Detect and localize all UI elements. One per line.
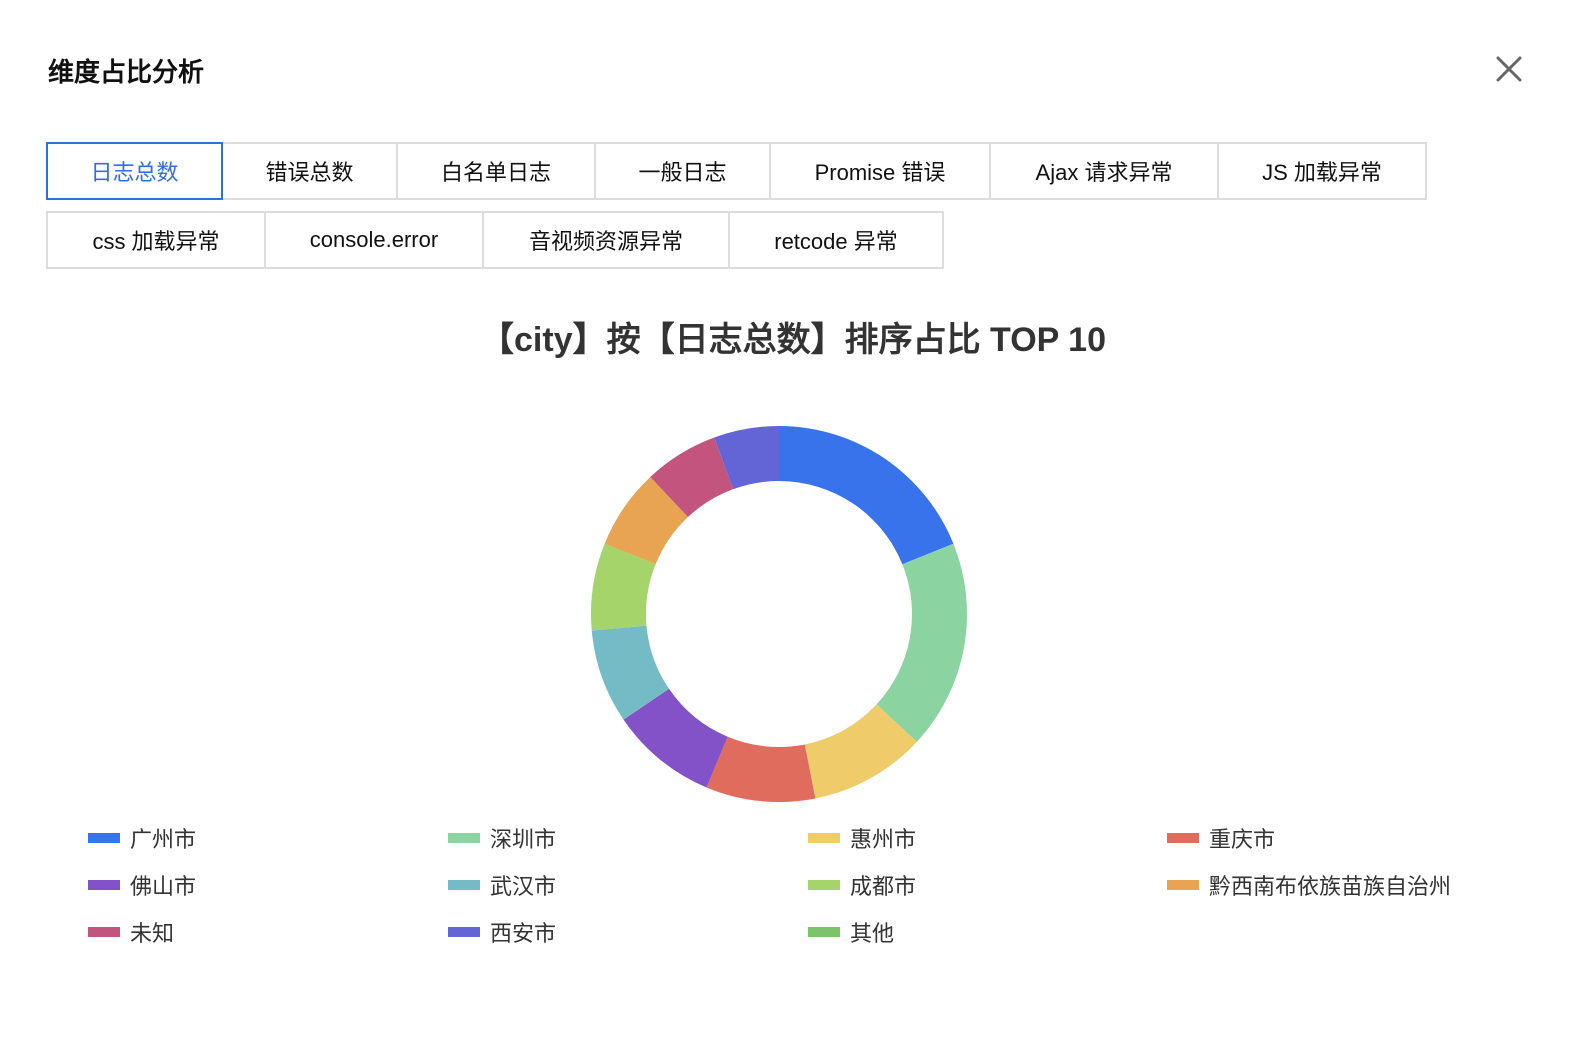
legend-item[interactable]: 广州市 [88, 824, 448, 852]
legend-item[interactable]: 武汉市 [448, 871, 808, 899]
legend-swatch [808, 927, 840, 937]
legend-label: 惠州市 [850, 827, 917, 852]
donut-slice-6[interactable] [591, 543, 656, 631]
legend-label: 武汉市 [490, 874, 557, 899]
tab-row-2: css 加载异常 console.error 音视频资源异常 retcode 异… [46, 211, 944, 269]
legend-item[interactable]: 其他 [808, 918, 1167, 946]
tab-whitelist-log[interactable]: 白名单日志 [396, 142, 596, 200]
donut-slice-5[interactable] [591, 625, 669, 720]
close-icon[interactable] [1492, 52, 1526, 86]
legend-label: 广州市 [130, 827, 197, 852]
legend-label: 未知 [130, 921, 175, 946]
legend-item[interactable]: 未知 [88, 918, 448, 946]
tab-error-total[interactable]: 错误总数 [221, 142, 398, 200]
donut-slice-0[interactable] [779, 426, 954, 565]
tab-general-log[interactable]: 一般日志 [594, 142, 771, 200]
donut-slice-7[interactable] [604, 476, 688, 565]
tab-promise-error[interactable]: Promise 错误 [769, 142, 991, 200]
legend-item[interactable]: 重庆市 [1167, 824, 1527, 852]
dialog-title: 维度占比分析 [48, 57, 205, 87]
donut-slice-8[interactable] [650, 437, 734, 518]
chart-title: 【city】按【日志总数】排序占比 TOP 10 [480, 321, 1106, 359]
legend-swatch [448, 927, 480, 937]
legend-swatch [1167, 833, 1199, 843]
chart-legend: 广州市 深圳市 惠州市 重庆市佛山市 武汉市 成都市 黔西南布依族苗族自治州未知 西安市 其他 [88, 824, 1528, 946]
legend-swatch [1167, 880, 1199, 890]
tab-log-total[interactable]: 日志总数 [46, 142, 223, 200]
legend-item[interactable]: 惠州市 [808, 824, 1167, 852]
tab-console-error[interactable]: console.error [264, 211, 484, 269]
legend-swatch [88, 880, 120, 890]
tab-media-error[interactable]: 音视频资源异常 [482, 211, 730, 269]
legend-swatch [88, 927, 120, 937]
legend-item[interactable]: 深圳市 [448, 824, 808, 852]
legend-item[interactable]: 西安市 [448, 918, 808, 946]
legend-swatch [808, 833, 840, 843]
legend-swatch [448, 833, 480, 843]
legend-label: 其他 [850, 921, 895, 946]
legend-label: 黔西南布依族苗族自治州 [1209, 874, 1452, 899]
donut-slice-2[interactable] [804, 704, 917, 799]
tab-retcode-error[interactable]: retcode 异常 [728, 211, 944, 269]
legend-label: 深圳市 [490, 827, 557, 852]
legend-item[interactable]: 成都市 [808, 871, 1167, 899]
legend-label: 重庆市 [1209, 827, 1276, 852]
tab-row-1: 日志总数 错误总数 白名单日志 一般日志 Promise 错误 Ajax 请求异… [46, 142, 1427, 200]
legend-label: 西安市 [490, 921, 557, 946]
donut-slice-9[interactable] [714, 426, 779, 490]
legend-item[interactable]: 佛山市 [88, 871, 448, 899]
tab-ajax-error[interactable]: Ajax 请求异常 [989, 142, 1219, 200]
legend-swatch [808, 880, 840, 890]
legend-label: 佛山市 [130, 874, 197, 899]
legend-item[interactable]: 黔西南布依族苗族自治州 [1167, 871, 1527, 899]
legend-swatch [88, 833, 120, 843]
legend-swatch [448, 880, 480, 890]
tab-css-load-error[interactable]: css 加载异常 [46, 211, 266, 269]
donut-slice-1[interactable] [876, 543, 967, 742]
legend-label: 成都市 [850, 874, 917, 899]
donut-slice-4[interactable] [623, 688, 728, 788]
tab-js-load-error[interactable]: JS 加载异常 [1217, 142, 1427, 200]
donut-slice-3[interactable] [706, 736, 816, 803]
